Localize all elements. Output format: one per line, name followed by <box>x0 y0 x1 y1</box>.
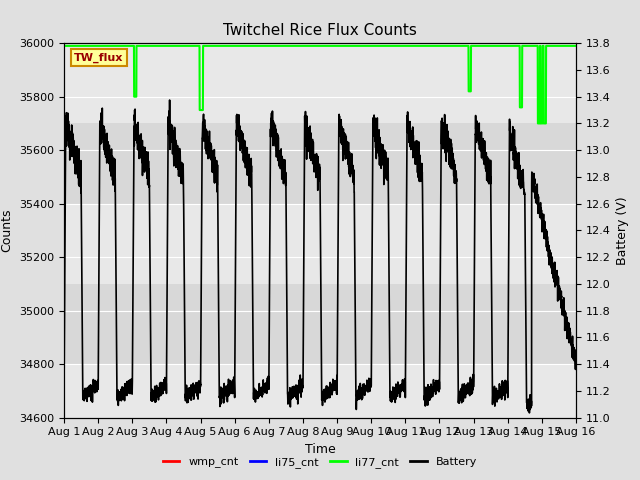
Bar <box>64 204 576 284</box>
Bar <box>64 123 576 204</box>
Bar <box>64 43 576 123</box>
Y-axis label: Counts: Counts <box>1 209 13 252</box>
Legend: wmp_cnt, li75_cnt, li77_cnt, Battery: wmp_cnt, li75_cnt, li77_cnt, Battery <box>158 452 482 472</box>
Text: TW_flux: TW_flux <box>74 53 124 63</box>
Y-axis label: Battery (V): Battery (V) <box>616 196 629 264</box>
Bar <box>64 364 576 418</box>
Bar <box>64 284 576 364</box>
Title: Twitchel Rice Flux Counts: Twitchel Rice Flux Counts <box>223 23 417 38</box>
X-axis label: Time: Time <box>305 443 335 456</box>
